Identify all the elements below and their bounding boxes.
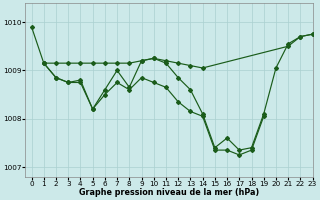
X-axis label: Graphe pression niveau de la mer (hPa): Graphe pression niveau de la mer (hPa)	[79, 188, 259, 197]
